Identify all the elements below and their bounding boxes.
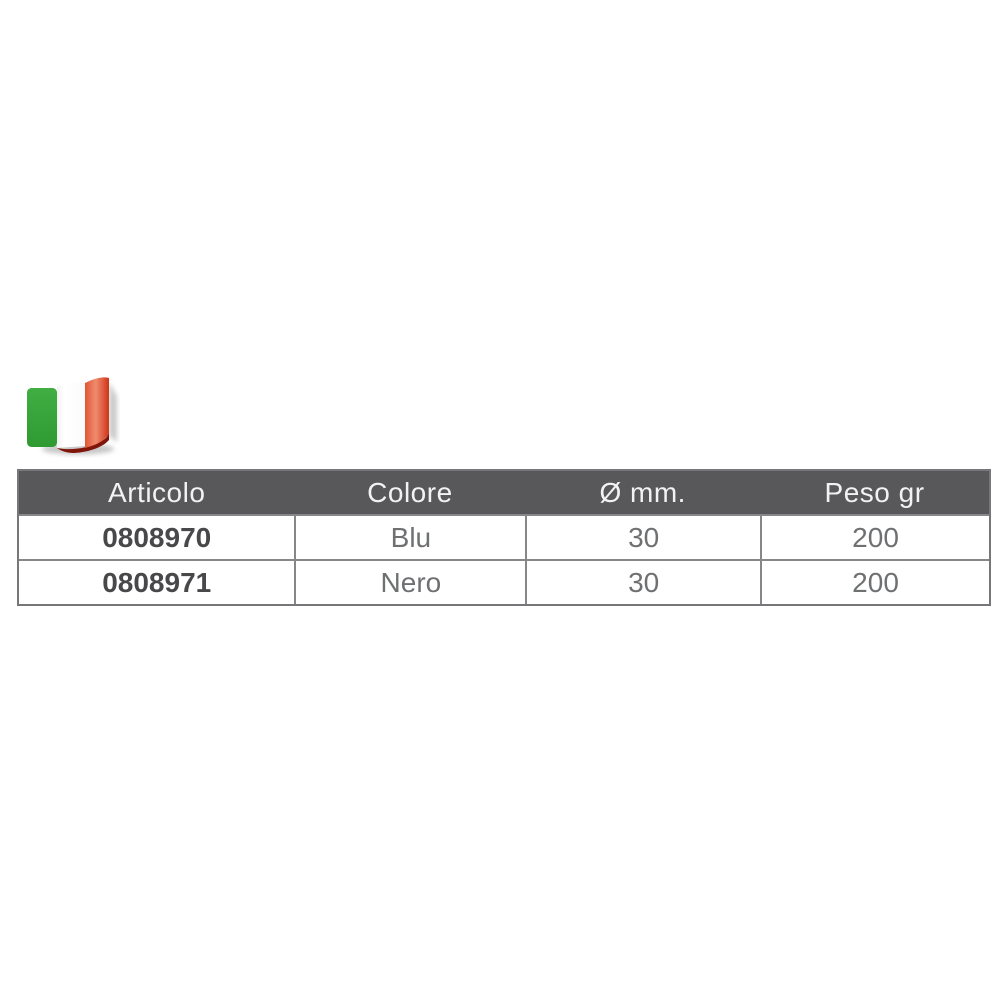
cell-diametro: 30 [525, 514, 761, 559]
product-spec-table: Articolo Colore Ø mm. Peso gr 0808970 Bl… [17, 469, 991, 606]
cell-articolo: 0808970 [19, 514, 295, 559]
cell-peso: 200 [760, 514, 989, 559]
italy-flag-icon [27, 377, 117, 455]
cell-articolo: 0808971 [19, 559, 295, 604]
cell-diametro: 30 [525, 559, 761, 604]
column-header-diametro: Ø mm. [525, 471, 761, 514]
column-header-articolo: Articolo [19, 471, 295, 514]
cell-colore: Nero [294, 559, 526, 604]
cell-peso: 200 [760, 559, 989, 604]
table-row: 0808971 Nero 30 200 [19, 559, 989, 604]
column-header-peso: Peso gr [760, 471, 989, 514]
column-header-colore: Colore [294, 471, 526, 514]
cell-colore: Blu [294, 514, 526, 559]
table-header-row: Articolo Colore Ø mm. Peso gr [19, 471, 989, 514]
spec-table-container: Articolo Colore Ø mm. Peso gr 0808970 Bl… [17, 469, 991, 606]
table-row: 0808970 Blu 30 200 [19, 514, 989, 559]
